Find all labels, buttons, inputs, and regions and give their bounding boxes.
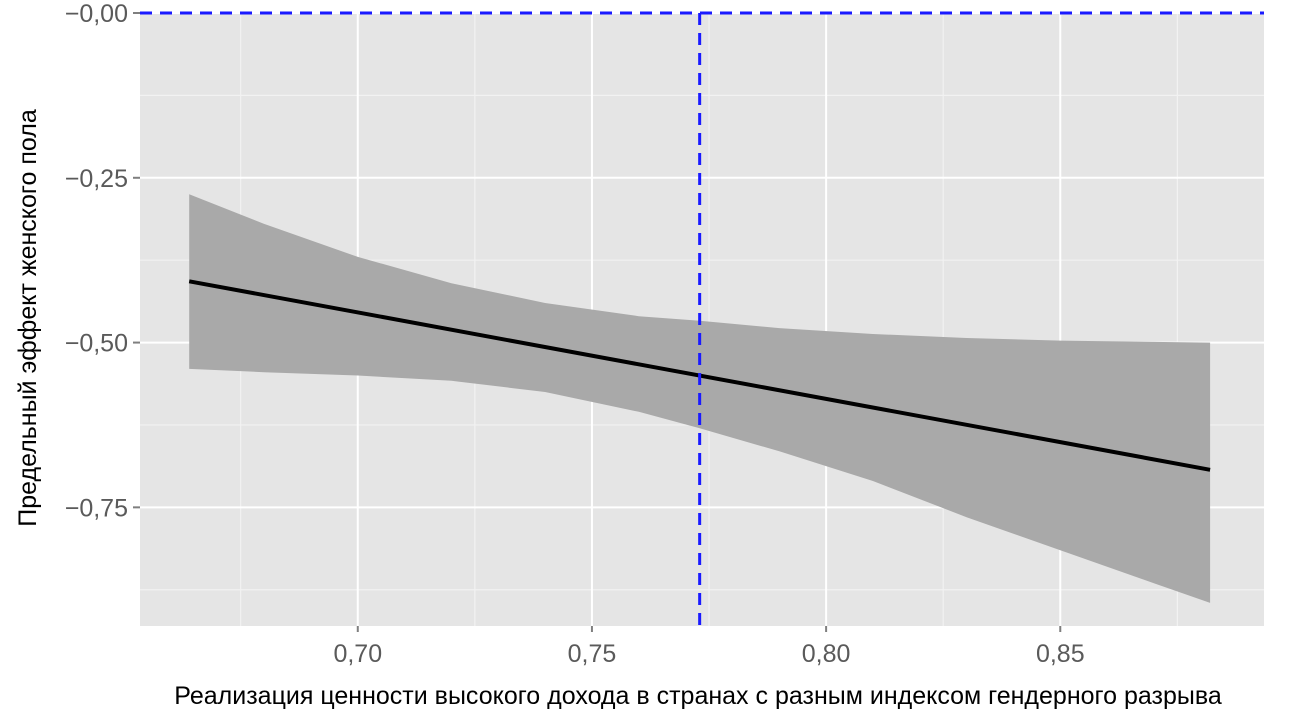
x-tick-label: 0,85 [1036,640,1085,668]
y-tick-label: −0,00 [65,0,128,28]
y-tick-label: −0,75 [65,494,128,522]
y-axis-title: Предельный эффект женского пола [14,109,42,527]
x-tick-label: 0,75 [568,640,617,668]
x-axis-ticks: 0,70 0,75 0,80 0,85 [333,626,1085,668]
x-tick-label: 0,70 [333,640,382,668]
x-axis-title: Реализация ценности высокого дохода в ст… [174,682,1222,710]
y-tick-label: −0,25 [65,165,128,193]
y-axis-ticks: −0,00 −0,25 −0,50 −0,75 [65,0,140,522]
y-tick-label: −0,50 [65,330,128,358]
reference-lines-layer [140,11,1264,626]
x-tick-label: 0,80 [802,640,851,668]
